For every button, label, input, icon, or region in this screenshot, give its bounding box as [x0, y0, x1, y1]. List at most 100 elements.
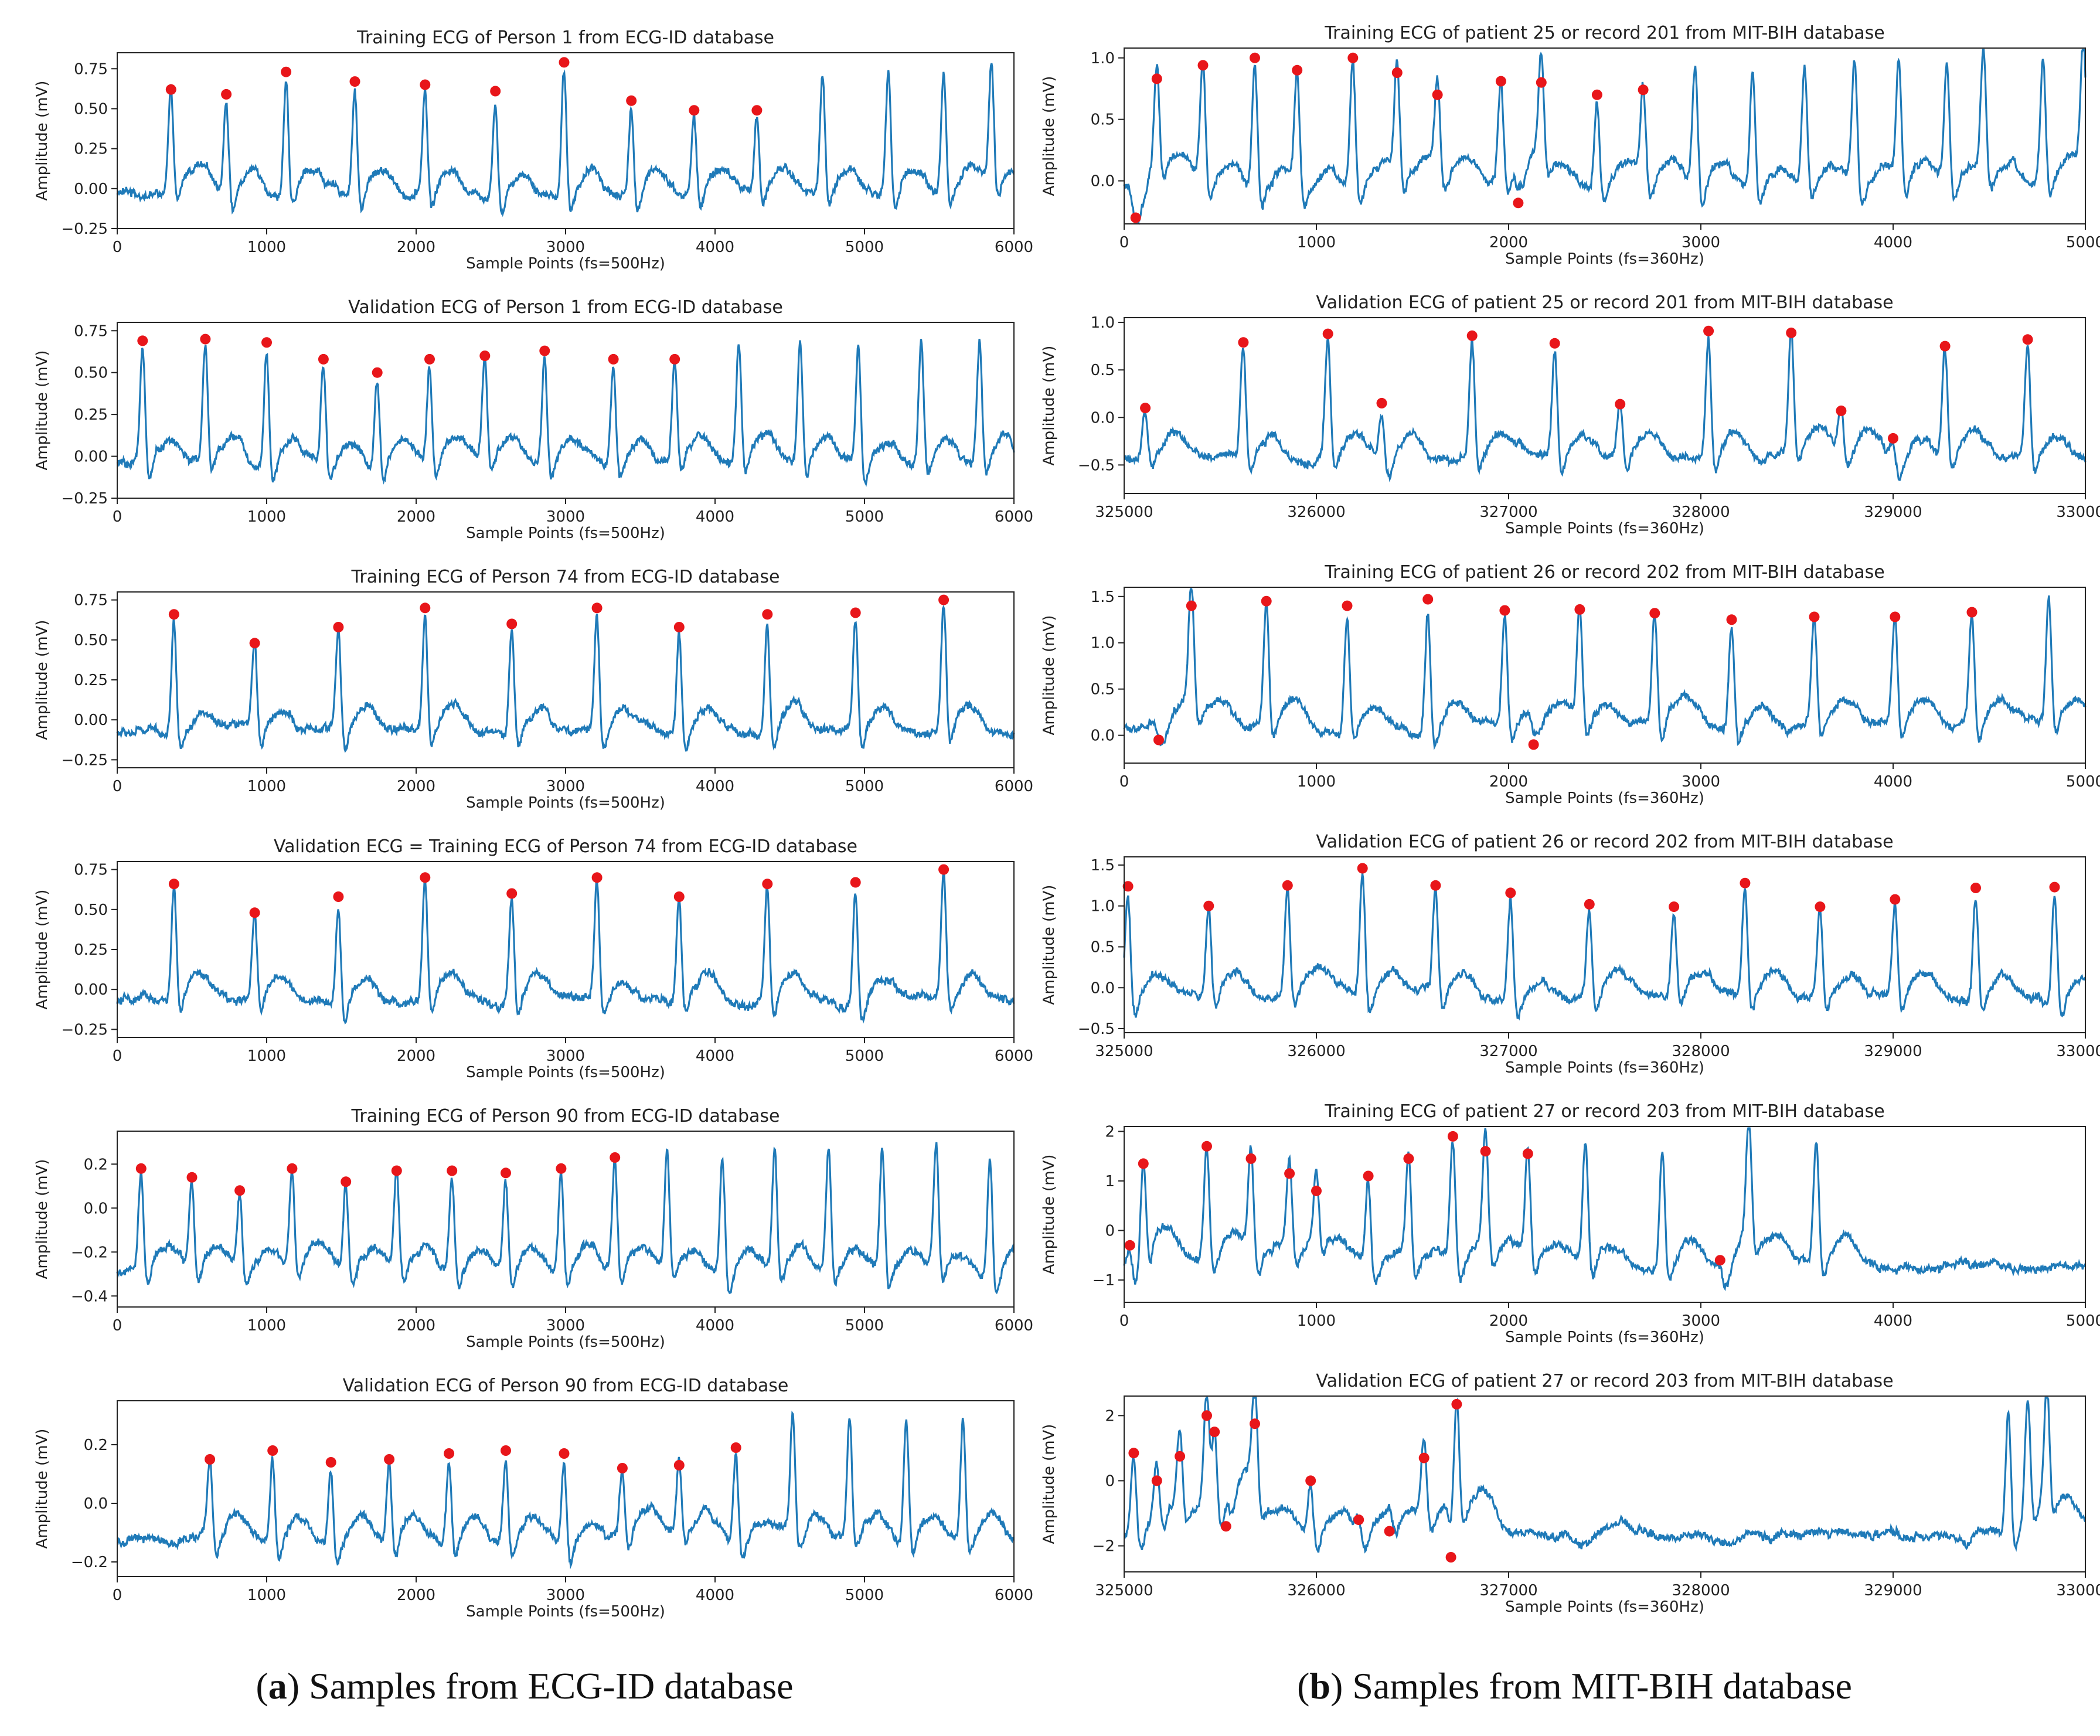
r-peak-marker	[591, 872, 603, 883]
ecg-signal-line	[116, 870, 1015, 1025]
panel-title: Validation ECG of patient 25 or record 2…	[1316, 292, 1893, 313]
x-tick-label: 6000	[995, 1317, 1033, 1335]
x-tick-label: 4000	[1874, 234, 1912, 251]
x-tick-label: 5000	[2066, 234, 2100, 251]
ecg-panel-b4: Validation ECG of patient 26 or record 2…	[1040, 832, 2100, 1077]
r-peak-marker	[1584, 898, 1595, 910]
y-axis-label: Amplitude (mV)	[1040, 1155, 1058, 1275]
r-peak-marker	[1342, 600, 1353, 611]
y-tick-label: 0.25	[74, 672, 108, 689]
r-peak-marker	[559, 57, 570, 68]
y-tick-label: −0.25	[61, 220, 108, 238]
caption-a: (a) Samples from ECG-ID database	[256, 1665, 794, 1707]
r-peak-marker	[349, 76, 360, 87]
r-peak-marker	[318, 353, 329, 365]
y-tick-label: 2	[1105, 1123, 1115, 1141]
r-peak-marker	[1499, 605, 1510, 616]
r-peak-marker	[850, 607, 861, 618]
ecg-signal-line	[116, 1410, 1015, 1570]
x-tick-label: 2000	[397, 1587, 435, 1604]
r-peak-marker	[479, 350, 491, 362]
r-peak-marker	[1447, 1131, 1458, 1142]
x-tick-label: 1000	[247, 778, 286, 795]
r-peak-marker	[501, 1445, 511, 1456]
x-axis-label: Sample Points (fs=500Hz)	[466, 794, 665, 812]
x-tick-label: 1000	[247, 1587, 286, 1604]
r-peak-marker	[1714, 1255, 1725, 1266]
ecg-signal-line	[116, 1142, 1015, 1295]
ecg-panel-b2: Validation ECG of patient 25 or record 2…	[1040, 292, 2100, 537]
x-tick-label: 5000	[2066, 773, 2100, 791]
r-peak-marker	[1615, 399, 1626, 410]
r-peak-marker	[333, 622, 344, 632]
panel-title: Training ECG of Person 74 from ECG-ID da…	[350, 567, 780, 587]
ecg-signal-line	[116, 604, 1015, 753]
y-tick-label: 0.0	[84, 1495, 108, 1513]
r-peak-marker	[617, 1463, 628, 1473]
r-peak-marker	[1238, 337, 1249, 348]
r-peak-marker	[762, 879, 773, 890]
r-peak-marker	[341, 1176, 352, 1187]
x-tick-label: 6000	[995, 239, 1033, 256]
r-peak-marker	[1495, 76, 1506, 87]
x-tick-label: 328000	[1672, 1043, 1730, 1060]
x-tick-label: 4000	[696, 1047, 734, 1065]
panel-title: Validation ECG of Person 1 from ECG-ID d…	[348, 297, 783, 318]
r-peak-marker	[1432, 89, 1443, 100]
y-tick-label: 0.5	[1091, 111, 1115, 129]
r-peak-marker	[1669, 901, 1680, 913]
r-peak-marker	[1353, 1514, 1364, 1526]
x-tick-label: 1000	[247, 239, 286, 256]
x-tick-label: 6000	[995, 778, 1033, 795]
panel-title: Training ECG of Person 1 from ECG-ID dat…	[356, 28, 774, 48]
ecg-panel-a3: Training ECG of Person 74 from ECG-ID da…	[33, 567, 1033, 812]
x-tick-label: 2000	[397, 1047, 435, 1065]
axes-frame	[1124, 1126, 2086, 1303]
r-peak-marker	[1522, 1148, 1533, 1159]
r-peak-marker	[1649, 608, 1660, 619]
r-peak-marker	[1245, 1153, 1257, 1164]
ecg-panel-a5: Training ECG of Person 90 from ECG-ID da…	[33, 1106, 1033, 1351]
ecg-signal-line	[116, 339, 1015, 487]
x-axis-label: Sample Points (fs=500Hz)	[466, 1064, 665, 1081]
x-tick-label: 6000	[995, 1587, 1033, 1604]
r-peak-marker	[1151, 73, 1162, 84]
r-peak-marker	[420, 872, 431, 883]
x-tick-label: 1000	[1297, 1312, 1336, 1330]
r-peak-marker	[267, 1445, 278, 1456]
panel-title: Validation ECG of patient 27 or record 2…	[1316, 1371, 1893, 1391]
y-tick-label: 1.0	[1091, 314, 1115, 332]
y-tick-label: 1.5	[1091, 588, 1115, 606]
y-tick-label: 0.5	[1091, 681, 1115, 699]
r-peak-marker	[730, 1442, 741, 1453]
r-peak-marker	[673, 622, 685, 632]
r-peak-marker	[762, 609, 773, 620]
x-tick-label: 2000	[1489, 1312, 1528, 1330]
r-peak-marker	[1970, 883, 1981, 893]
r-peak-marker	[391, 1165, 402, 1176]
r-peak-marker	[1422, 594, 1434, 605]
x-tick-label: 327000	[1479, 1043, 1537, 1060]
r-peak-marker	[325, 1457, 336, 1468]
r-peak-marker	[1966, 607, 1978, 618]
y-tick-label: 0	[1105, 1222, 1115, 1240]
x-tick-label: 5000	[845, 239, 884, 256]
x-tick-label: 325000	[1095, 503, 1153, 521]
r-peak-marker	[1292, 64, 1303, 76]
x-axis-label: Sample Points (fs=360Hz)	[1505, 1329, 1704, 1346]
x-tick-label: 327000	[1479, 503, 1537, 521]
y-axis-label: Amplitude (mV)	[1040, 346, 1058, 466]
r-peak-marker	[1138, 1158, 1149, 1169]
r-peak-marker	[1202, 1410, 1212, 1421]
y-tick-label: −0.4	[71, 1288, 108, 1305]
panel-title: Validation ECG of Person 90 from ECG-ID …	[343, 1376, 789, 1396]
x-tick-label: 3000	[546, 1317, 585, 1335]
r-peak-marker	[1815, 901, 1826, 913]
y-tick-label: −0.5	[1078, 1020, 1115, 1038]
caption-b-letter: b	[1309, 1665, 1331, 1707]
r-peak-marker	[1726, 614, 1737, 625]
x-tick-label: 5000	[845, 1047, 884, 1065]
y-tick-label: 1.5	[1091, 857, 1115, 874]
axes-frame	[1124, 47, 2086, 224]
